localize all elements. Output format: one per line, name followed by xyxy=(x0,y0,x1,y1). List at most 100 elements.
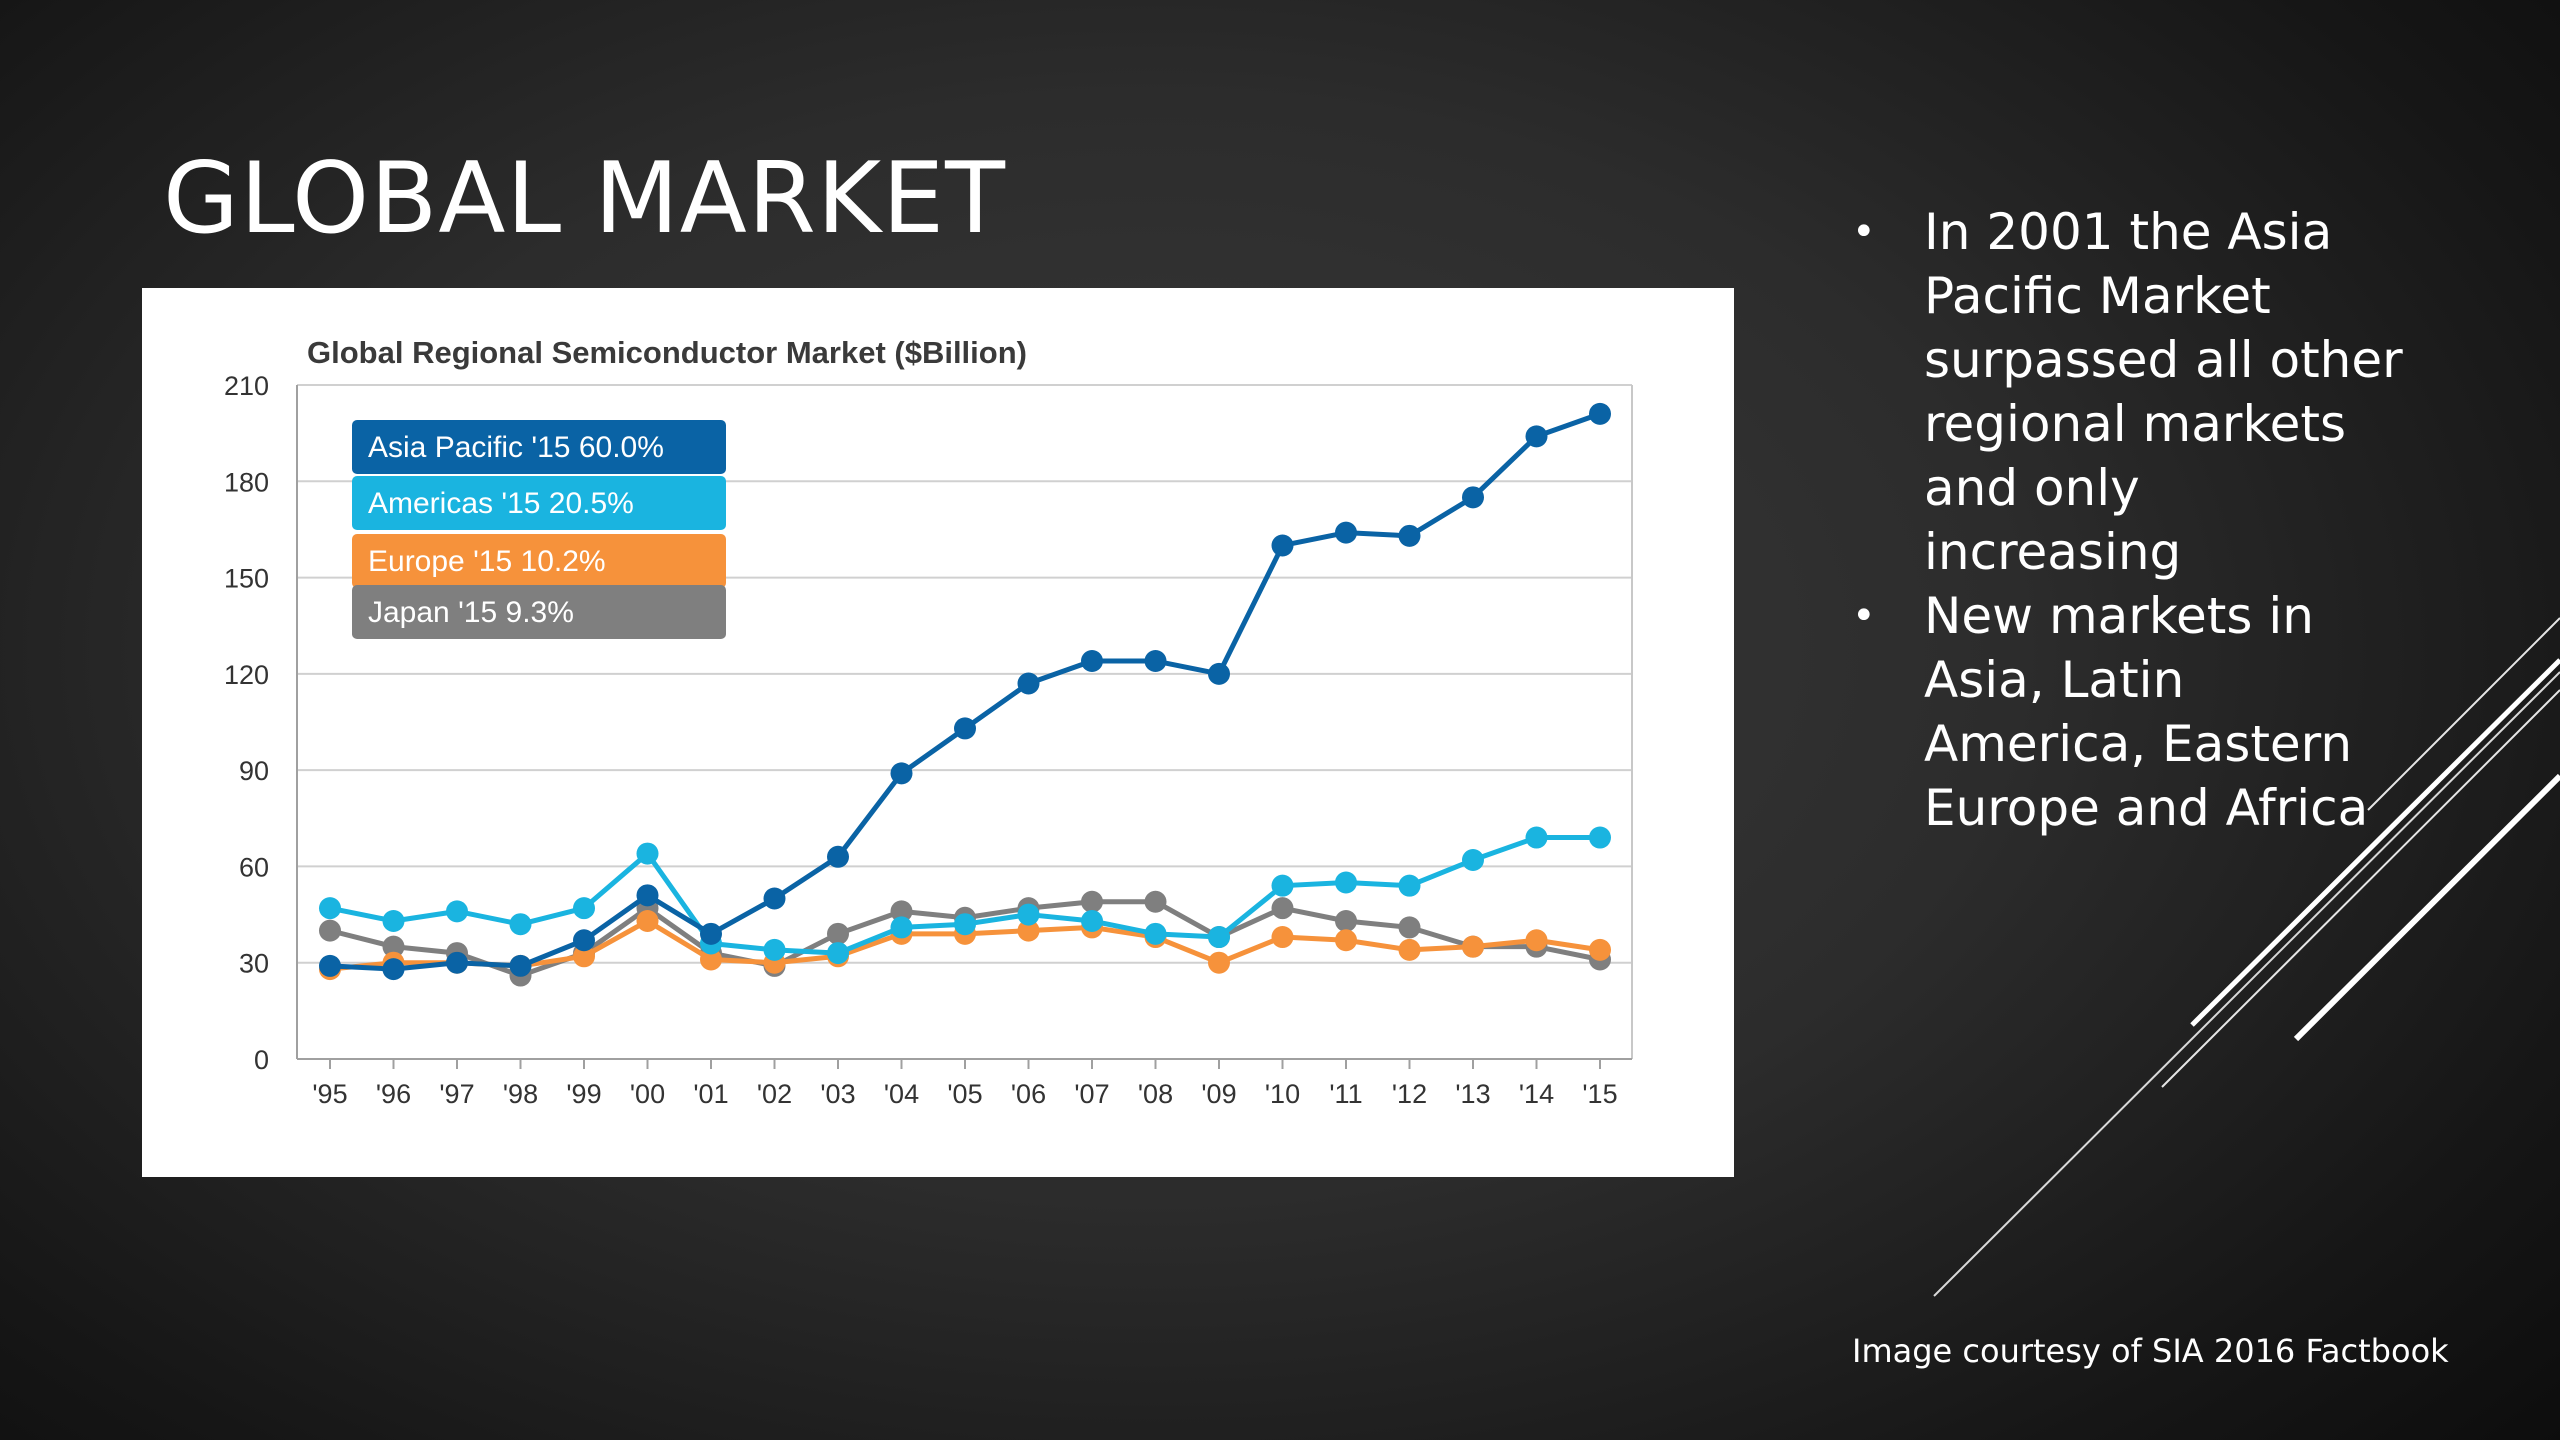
y-tick-label: 30 xyxy=(239,949,269,979)
data-point xyxy=(1144,890,1167,913)
data-point xyxy=(1525,425,1548,448)
legend-label: Japan '15 9.3% xyxy=(368,596,574,629)
data-point xyxy=(1462,486,1484,509)
slide-title: GLOBAL MARKET xyxy=(163,142,1006,256)
data-point xyxy=(1335,929,1357,952)
data-point xyxy=(319,919,341,942)
x-tick-label: '95 xyxy=(312,1079,347,1109)
y-tick-label: 60 xyxy=(239,852,269,882)
x-tick-label: '15 xyxy=(1582,1079,1617,1109)
series-americas xyxy=(319,826,1611,965)
x-tick-label: '99 xyxy=(566,1079,601,1109)
x-tick-label: '14 xyxy=(1519,1079,1554,1109)
data-point xyxy=(1208,662,1230,685)
x-tick-label: '10 xyxy=(1265,1079,1300,1109)
bullet-list: • In 2001 the Asia Pacific Market surpass… xyxy=(1846,200,2406,840)
data-point xyxy=(827,845,849,868)
data-point xyxy=(509,954,532,977)
axes: 0 30 60 90 120 150 180 210 '95 '96 '97 '98 '99 '00 '01… xyxy=(224,371,1632,1109)
legend-swatch xyxy=(352,420,726,474)
data-point xyxy=(1081,650,1103,673)
data-point xyxy=(1589,402,1611,425)
data-point xyxy=(573,897,595,920)
data-point xyxy=(382,958,405,981)
data-point xyxy=(1271,874,1294,897)
y-tick-label: 120 xyxy=(224,660,269,690)
data-point xyxy=(636,842,659,865)
data-point xyxy=(827,922,849,945)
data-point xyxy=(700,922,722,945)
data-point xyxy=(1462,849,1484,872)
bullet-item: • New markets in Asia, Latin America, Eas… xyxy=(1846,584,2406,840)
data-point xyxy=(1462,935,1484,958)
data-point xyxy=(1398,524,1421,547)
image-credit: Image courtesy of SIA 2016 Factbook xyxy=(1852,1332,2449,1370)
x-tick-label: '08 xyxy=(1138,1079,1173,1109)
data-point xyxy=(636,884,659,907)
data-point xyxy=(1081,909,1103,932)
data-point xyxy=(1398,938,1421,961)
y-tick-label: 180 xyxy=(224,467,269,497)
x-tick-label: '06 xyxy=(1011,1079,1046,1109)
data-point xyxy=(1398,916,1421,939)
legend-label: Asia Pacific '15 60.0% xyxy=(368,431,664,464)
data-point xyxy=(382,909,405,932)
data-point xyxy=(1398,874,1421,897)
data-point xyxy=(319,954,341,977)
data-point xyxy=(954,717,976,740)
data-point xyxy=(573,929,595,952)
x-tick-label: '07 xyxy=(1074,1079,1109,1109)
x-tick-label: '12 xyxy=(1392,1079,1427,1109)
data-point xyxy=(1525,826,1548,849)
legend-swatch xyxy=(352,534,726,588)
data-point xyxy=(1525,929,1548,952)
x-tick-label: '05 xyxy=(947,1079,982,1109)
legend-swatch xyxy=(352,585,726,639)
data-point xyxy=(509,913,532,936)
y-tick-label: 0 xyxy=(254,1045,269,1075)
x-tick-label: '09 xyxy=(1201,1079,1236,1109)
data-point xyxy=(382,935,405,958)
data-point xyxy=(1335,521,1357,544)
data-point xyxy=(1589,826,1611,849)
data-point xyxy=(446,900,468,923)
y-tick-label: 90 xyxy=(239,756,269,786)
bullet-text: In 2001 the Asia Pacific Market surpasse… xyxy=(1924,203,2403,581)
chart-title: Global Regional Semiconductor Market ($B… xyxy=(307,335,1027,370)
data-point xyxy=(890,762,913,785)
y-tick-label: 150 xyxy=(224,564,269,594)
data-point xyxy=(1271,534,1294,557)
data-point xyxy=(1017,919,1040,942)
x-tick-label: '11 xyxy=(1329,1079,1362,1109)
data-point xyxy=(1081,890,1103,913)
x-tick-label: '97 xyxy=(439,1079,474,1109)
data-point xyxy=(1271,897,1294,920)
data-point xyxy=(573,945,595,968)
legend: Asia Pacific '15 60.0% Americas '15 20.5%… xyxy=(352,420,726,639)
chart-image: Global Regional Semiconductor Market ($B… xyxy=(142,288,1734,1177)
x-tick-label: '13 xyxy=(1455,1079,1490,1109)
legend-label: Europe '15 10.2% xyxy=(368,545,606,578)
data-point xyxy=(827,942,849,965)
bullet-item: • In 2001 the Asia Pacific Market surpass… xyxy=(1846,200,2406,584)
data-point xyxy=(890,916,913,939)
data-point xyxy=(1589,938,1611,961)
data-point xyxy=(700,948,722,971)
y-tick-label: 210 xyxy=(224,371,269,401)
x-tick-label: '00 xyxy=(630,1079,665,1109)
bullet-dot-icon: • xyxy=(1852,209,1876,255)
data-point xyxy=(954,913,976,936)
data-point xyxy=(1144,650,1167,673)
x-tick-label: '98 xyxy=(503,1079,538,1109)
data-point xyxy=(890,900,913,923)
data-point xyxy=(1208,926,1230,949)
x-tick-label: '04 xyxy=(884,1079,919,1109)
data-point xyxy=(1144,922,1167,945)
data-point xyxy=(1017,903,1040,926)
data-point xyxy=(763,887,786,910)
data-point xyxy=(1271,926,1294,949)
bullet-text: New markets in Asia, Latin America, East… xyxy=(1924,587,2369,837)
data-point xyxy=(1208,951,1230,974)
x-tick-label: '03 xyxy=(820,1079,855,1109)
series-asia-pacific xyxy=(319,402,1611,981)
